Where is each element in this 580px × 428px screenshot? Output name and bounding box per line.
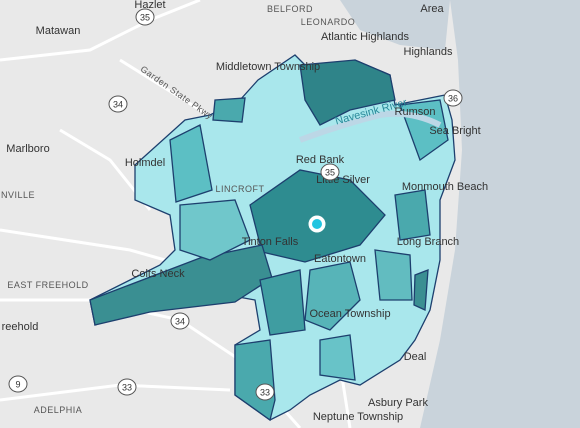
region: [169, 124, 213, 203]
region: [304, 261, 361, 331]
route-number: 34: [113, 99, 123, 109]
place-label: Rumson: [395, 106, 436, 118]
place-label: Monmouth Beach: [402, 181, 488, 193]
place-label: Asbury Park: [368, 397, 428, 409]
region: [413, 269, 429, 311]
region: [259, 269, 306, 336]
place-label: Hazlet: [134, 0, 165, 11]
place-label: Red Bank: [296, 154, 345, 166]
place-label: LINCROFT: [216, 184, 265, 194]
route-shield: [320, 163, 340, 181]
route-number: 36: [448, 93, 458, 103]
route-number: 35: [140, 12, 150, 22]
route-shield: [135, 8, 155, 26]
place-label: Neptune Township: [313, 411, 403, 423]
place-label: Marlboro: [6, 143, 49, 155]
region: [374, 249, 413, 301]
place-label: Sea Bright: [429, 125, 480, 137]
place-label: Atlantic Highlands: [321, 31, 410, 43]
place-label: Area: [420, 3, 444, 15]
route-number: 9: [15, 379, 20, 389]
location-dot: [312, 219, 322, 229]
place-label: ADELPHIA: [34, 405, 83, 415]
place-label: Middletown Township: [216, 61, 320, 73]
route-number: 33: [260, 387, 270, 397]
route-number: 35: [325, 167, 335, 177]
place-label: Eatontown: [314, 253, 366, 265]
place-label: Ocean Township: [309, 308, 390, 320]
place-label: Highlands: [404, 46, 453, 58]
place-label: Matawan: [36, 25, 81, 37]
region: [179, 199, 251, 261]
route-shield: [443, 89, 463, 107]
route-shield: [117, 378, 137, 396]
route-number: 33: [122, 382, 132, 392]
region: [299, 59, 396, 126]
route-number: 34: [175, 316, 185, 326]
region: [394, 189, 431, 241]
ocean: [420, 0, 580, 428]
place-label: NVILLE: [1, 190, 35, 200]
region: [319, 334, 356, 381]
place-label: Long Branch: [397, 236, 459, 248]
river: [298, 110, 442, 143]
route-shield: [255, 383, 275, 401]
route-shield: [170, 312, 190, 330]
shields: 35 36 34 35 34 9 33 33: [8, 8, 463, 401]
place-label: Colts Neck: [131, 268, 185, 280]
route-shield: [108, 95, 128, 113]
place-label: EAST FREEHOLD: [7, 280, 88, 290]
region: [212, 97, 246, 123]
place-label: LEONARDO: [301, 17, 356, 27]
bay: [340, 0, 450, 50]
route-shield: [8, 375, 28, 393]
place-label: reehold: [2, 321, 39, 333]
place-label: Holmdel: [125, 157, 165, 169]
place-label: BELFORD: [267, 4, 313, 14]
place-label: Tinton Falls: [242, 236, 299, 248]
place-label: Deal: [404, 351, 427, 363]
